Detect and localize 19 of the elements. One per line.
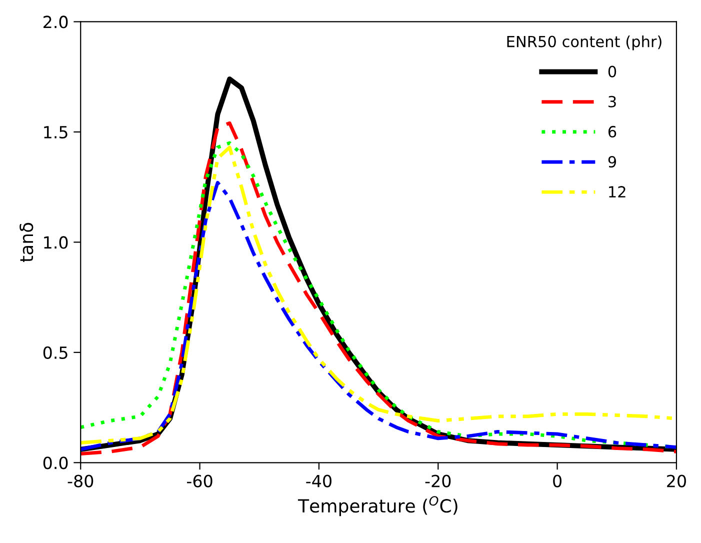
- x-tick-label: -60: [186, 474, 212, 488]
- x-axis-title: Temperature ($^{O}$C): [298, 496, 458, 516]
- legend-label: 9: [608, 156, 616, 168]
- x-tick-label: 20: [667, 474, 686, 488]
- legend-title: ENR50 content (phr): [507, 35, 662, 50]
- y-tick-label: 0.5: [43, 346, 68, 359]
- x-tick-label: -40: [306, 474, 332, 488]
- legend-label: 3: [608, 96, 616, 108]
- x-tick-label: 0: [553, 474, 562, 488]
- y-tick-label: 0.0: [43, 456, 68, 470]
- y-tick-label: 2.0: [44, 16, 68, 28]
- y-axis-title: tanδ: [20, 222, 34, 262]
- legend-label: 0: [608, 66, 616, 78]
- y-tick-label: 1.0: [44, 236, 68, 249]
- legend-label: 12: [609, 186, 626, 198]
- x-tick-label: -20: [425, 474, 451, 488]
- x-tick-label: -80: [68, 474, 94, 488]
- y-tick-label: 1.5: [44, 126, 68, 139]
- legend-label: 6: [608, 126, 616, 138]
